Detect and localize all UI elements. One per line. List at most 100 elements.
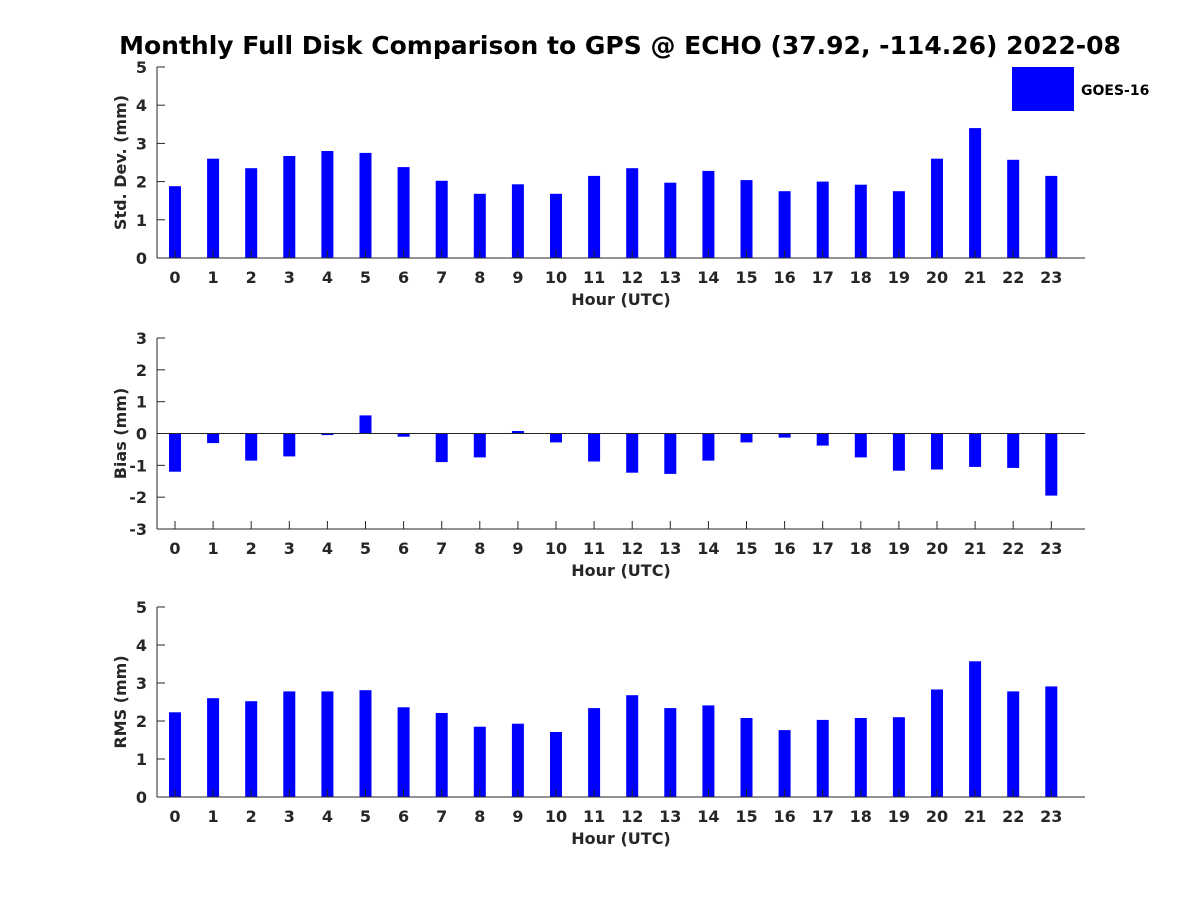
bias-bar-2 — [245, 433, 258, 461]
stddev-bar-16 — [778, 191, 791, 258]
stddev-xtick-label: 17 — [812, 268, 834, 287]
stddev-bar-14 — [702, 170, 715, 258]
stddev-ytick-label: 5 — [136, 58, 147, 77]
rms-bar-5 — [359, 690, 372, 797]
bias-bar-0 — [169, 433, 181, 472]
bias-xtick-label: 5 — [360, 539, 371, 558]
stddev-bar-10 — [550, 193, 562, 258]
stddev-bar-22 — [1007, 159, 1020, 258]
rms-bar-18 — [854, 718, 867, 797]
stddev-xtick-label: 5 — [360, 268, 371, 287]
stddev-xtick-label: 4 — [322, 268, 333, 287]
bias-xtick-label: 18 — [850, 539, 872, 558]
stddev-xtick-label: 18 — [850, 268, 872, 287]
stddev-xtick-label: 23 — [1040, 268, 1062, 287]
stddev-bar-17 — [816, 181, 829, 258]
rms-ytick-label: 1 — [136, 750, 147, 769]
bias-xtick-label: 6 — [398, 539, 409, 558]
bias-xlabel: Hour (UTC) — [571, 561, 671, 580]
rms-ytick-label: 4 — [136, 636, 147, 655]
bias-xtick-label: 19 — [888, 539, 910, 558]
rms-bar-14 — [702, 705, 715, 797]
rms-xtick-label: 8 — [474, 807, 485, 826]
stddev-xtick-label: 6 — [398, 268, 409, 287]
stddev-xtick-label: 13 — [659, 268, 681, 287]
bias-bar-16 — [778, 433, 791, 438]
rms-bar-22 — [1007, 691, 1020, 797]
rms-bar-20 — [931, 689, 943, 797]
stddev-xtick-label: 3 — [284, 268, 295, 287]
bias-ytick-label: -1 — [129, 456, 147, 475]
bias-bar-11 — [588, 433, 601, 462]
bias-xtick-label: 16 — [773, 539, 795, 558]
bias-xtick-label: 4 — [322, 539, 333, 558]
bias-xtick-label: 13 — [659, 539, 681, 558]
rms-xtick-label: 15 — [735, 807, 757, 826]
stddev-bar-12 — [626, 168, 639, 258]
bias-xtick-label: 9 — [512, 539, 523, 558]
rms-bar-1 — [207, 698, 220, 797]
stddev-ytick-label: 4 — [136, 96, 147, 115]
bias-xtick-label: 12 — [621, 539, 643, 558]
rms-xtick-label: 5 — [360, 807, 371, 826]
stddev-xtick-label: 2 — [246, 268, 257, 287]
rms-bar-8 — [473, 726, 486, 797]
rms-bar-9 — [511, 723, 524, 797]
stddev-xtick-label: 22 — [1002, 268, 1024, 287]
rms-xtick-label: 14 — [697, 807, 719, 826]
rms-bar-19 — [892, 717, 905, 797]
rms-ytick-label: 5 — [136, 598, 147, 617]
bias-xtick-label: 21 — [964, 539, 986, 558]
rms-xtick-label: 16 — [773, 807, 795, 826]
rms-xtick-label: 17 — [812, 807, 834, 826]
bias-bar-1 — [207, 433, 220, 444]
rms-bar-11 — [588, 708, 601, 797]
rms-xtick-label: 7 — [436, 807, 447, 826]
bias-xtick-label: 10 — [545, 539, 567, 558]
bias-xtick-label: 7 — [436, 539, 447, 558]
stddev-bar-6 — [397, 167, 410, 258]
legend-label: GOES-16 — [1081, 83, 1149, 99]
rms-xtick-label: 10 — [545, 807, 567, 826]
rms-xtick-label: 19 — [888, 807, 910, 826]
bias-bar-20 — [931, 433, 943, 470]
stddev-bar-21 — [969, 128, 982, 258]
stddev-bar-4 — [321, 151, 334, 258]
rms-xlabel: Hour (UTC) — [571, 829, 671, 848]
stddev-xtick-label: 19 — [888, 268, 910, 287]
rms-ytick-label: 0 — [136, 788, 147, 807]
bias-bar-23 — [1045, 433, 1058, 496]
stddev-ytick-label: 0 — [136, 249, 147, 268]
bias-bar-18 — [854, 433, 867, 458]
bias-xtick-label: 2 — [246, 539, 257, 558]
rms-xtick-label: 1 — [208, 807, 219, 826]
bias-bar-12 — [626, 433, 639, 473]
bias-ytick-label: 3 — [136, 329, 147, 348]
stddev-bar-1 — [207, 158, 220, 258]
stddev-bar-7 — [435, 180, 448, 258]
rms-xtick-label: 2 — [246, 807, 257, 826]
bias-ytick-label: 1 — [136, 393, 147, 412]
stddev-xtick-label: 21 — [964, 268, 986, 287]
bias-bar-22 — [1007, 433, 1020, 468]
bias-xtick-label: 15 — [735, 539, 757, 558]
stddev-xlabel: Hour (UTC) — [571, 290, 671, 309]
bias-bar-17 — [816, 433, 829, 446]
rms-ytick-label: 2 — [136, 712, 147, 731]
bias-xtick-label: 20 — [926, 539, 948, 558]
rms-xtick-label: 0 — [169, 807, 180, 826]
stddev-xtick-label: 10 — [545, 268, 567, 287]
bias-xtick-label: 3 — [284, 539, 295, 558]
bias-bar-14 — [702, 433, 715, 461]
rms-xtick-label: 4 — [322, 807, 333, 826]
stddev-xtick-label: 11 — [583, 268, 605, 287]
rms-bar-0 — [169, 712, 181, 797]
rms-xtick-label: 12 — [621, 807, 643, 826]
stddev-xtick-label: 0 — [169, 268, 180, 287]
rms-xtick-label: 6 — [398, 807, 409, 826]
rms-bar-15 — [740, 718, 753, 797]
rms-bar-3 — [283, 691, 296, 797]
rms-ytick-label: 3 — [136, 674, 147, 693]
stddev-xtick-label: 9 — [512, 268, 523, 287]
